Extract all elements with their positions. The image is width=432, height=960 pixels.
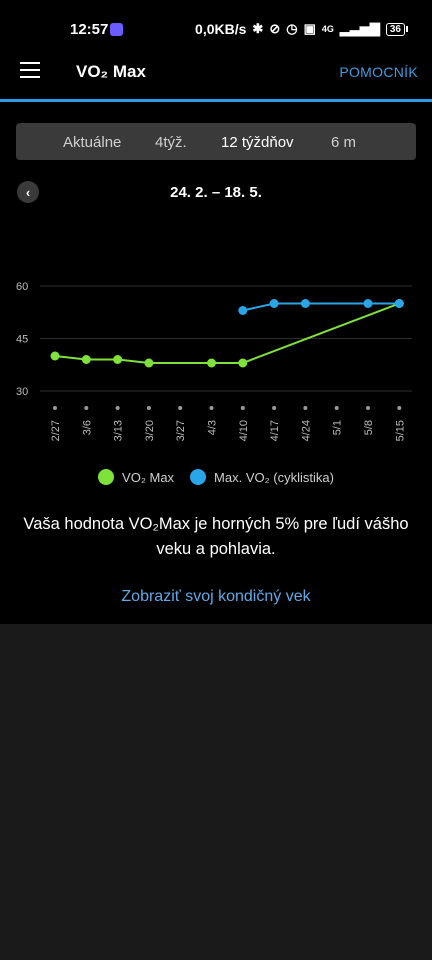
data-point bbox=[394, 299, 404, 308]
legend-item-cycling: Max. VO₂ (cyklistika) bbox=[190, 469, 334, 485]
tab-4-weeks[interactable]: 4týž. bbox=[155, 134, 187, 151]
legend-marker-cycling bbox=[190, 469, 207, 485]
vo2-max-chart: 30 45 60 2/27 3/6 3/13 3/20 3/27 4/3 4/10 4/17 4/24… bbox=[16, 281, 412, 441]
data-point bbox=[144, 358, 154, 368]
app-screen: 12:57 0,0KB/s ✱ ⊘ ◷ ▣ 4G ▂▃▅▇ 36 VO₂ Max… bbox=[0, 0, 432, 624]
x-tick-dot bbox=[334, 406, 339, 410]
x-tick-label: 3/13 bbox=[113, 420, 125, 441]
x-tick-label: 4/24 bbox=[300, 420, 312, 441]
data-point bbox=[300, 299, 310, 308]
x-tick-dot bbox=[115, 406, 120, 410]
tab-12-weeks[interactable]: 12 týždňov bbox=[221, 134, 294, 151]
tab-6-months[interactable]: 6 m bbox=[331, 134, 357, 151]
bluetooth-icon: ✱ bbox=[252, 21, 264, 36]
y-tick-label: 30 bbox=[16, 386, 28, 398]
x-tick-dot bbox=[178, 406, 183, 410]
x-tick-dot bbox=[272, 406, 277, 410]
x-tick-label: 3/6 bbox=[81, 420, 93, 435]
network-speed: 0,0KB/s bbox=[195, 21, 247, 37]
chart-legend: VO₂ Max Max. VO₂ (cyklistika) bbox=[0, 469, 432, 485]
tab-current[interactable]: Aktuálne bbox=[63, 134, 122, 151]
period-tabs: Aktuálne 4týž. 12 týždňov 6 m bbox=[16, 123, 416, 160]
data-point bbox=[269, 299, 279, 308]
signal-icon: ▂▃▅▇ bbox=[339, 21, 380, 36]
x-tick-label: 4/17 bbox=[269, 420, 281, 441]
legend-label-cycling: Max. VO₂ (cyklistika) bbox=[214, 469, 334, 485]
app-header: VO₂ Max POMOCNÍK bbox=[0, 48, 432, 98]
data-point bbox=[238, 358, 248, 368]
x-tick-dot bbox=[84, 406, 89, 410]
data-point bbox=[113, 355, 123, 364]
data-point bbox=[207, 358, 216, 368]
x-tick-dot bbox=[146, 406, 151, 410]
battery-level: 36 bbox=[385, 22, 405, 36]
y-tick-label: 60 bbox=[16, 281, 28, 293]
page-title: VO₂ Max bbox=[76, 62, 146, 81]
vibrate-off-icon: ⊘ bbox=[269, 21, 281, 36]
chevron-left-icon: ‹ bbox=[25, 184, 31, 200]
x-tick-dot bbox=[240, 406, 245, 410]
network-type: 4G bbox=[321, 24, 334, 34]
messenger-icon bbox=[110, 23, 123, 36]
show-fitness-age-link[interactable]: Zobraziť svoj kondičný vek bbox=[121, 588, 311, 605]
x-tick-dot bbox=[53, 406, 57, 410]
legend-item-vo2: VO₂ Max bbox=[98, 469, 174, 485]
legend-label-vo2: VO₂ Max bbox=[122, 469, 175, 485]
date-range-label: 24. 2. – 18. 5. bbox=[170, 184, 262, 201]
series-line-0 bbox=[54, 302, 400, 364]
data-point bbox=[50, 351, 60, 361]
data-point bbox=[238, 306, 248, 315]
x-tick-label: 3/20 bbox=[144, 420, 156, 441]
volte-icon: ▣ bbox=[303, 21, 316, 36]
x-tick-label: 5/1 bbox=[332, 420, 344, 435]
series-line-1 bbox=[242, 302, 400, 312]
help-button[interactable]: POMOCNÍK bbox=[339, 64, 418, 80]
status-icons: 0,0KB/s ✱ ⊘ ◷ ▣ 4G ▂▃▅▇ 36 bbox=[195, 21, 408, 37]
x-tick-dot bbox=[303, 406, 308, 410]
x-tick-label: 4/3 bbox=[207, 420, 219, 435]
status-bar: 12:57 0,0KB/s ✱ ⊘ ◷ ▣ 4G ▂▃▅▇ 36 bbox=[0, 0, 432, 60]
battery-icon: 36 bbox=[385, 22, 408, 36]
vo2-percentile-message: Vaša hodnota VO₂Max je horných 5% pre ľu… bbox=[23, 515, 409, 558]
x-tick-label: 5/8 bbox=[363, 420, 375, 435]
legend-marker-vo2 bbox=[98, 469, 115, 485]
previous-period-button[interactable]: ‹ bbox=[17, 181, 39, 203]
data-point bbox=[81, 355, 91, 364]
x-tick-label: 5/15 bbox=[394, 420, 406, 441]
x-tick-label: 2/27 bbox=[50, 420, 62, 441]
alarm-icon: ◷ bbox=[286, 21, 298, 36]
y-tick-label: 45 bbox=[16, 334, 28, 346]
x-tick-dot bbox=[209, 406, 214, 410]
x-tick-dot bbox=[397, 406, 402, 410]
x-tick-label: 4/10 bbox=[238, 420, 250, 441]
x-tick-dot bbox=[366, 406, 370, 410]
x-tick-label: 3/27 bbox=[175, 420, 187, 441]
header-accent-divider bbox=[0, 99, 432, 102]
status-time: 12:57 bbox=[70, 21, 109, 38]
data-point bbox=[363, 299, 373, 308]
hamburger-menu-icon[interactable] bbox=[20, 62, 40, 78]
